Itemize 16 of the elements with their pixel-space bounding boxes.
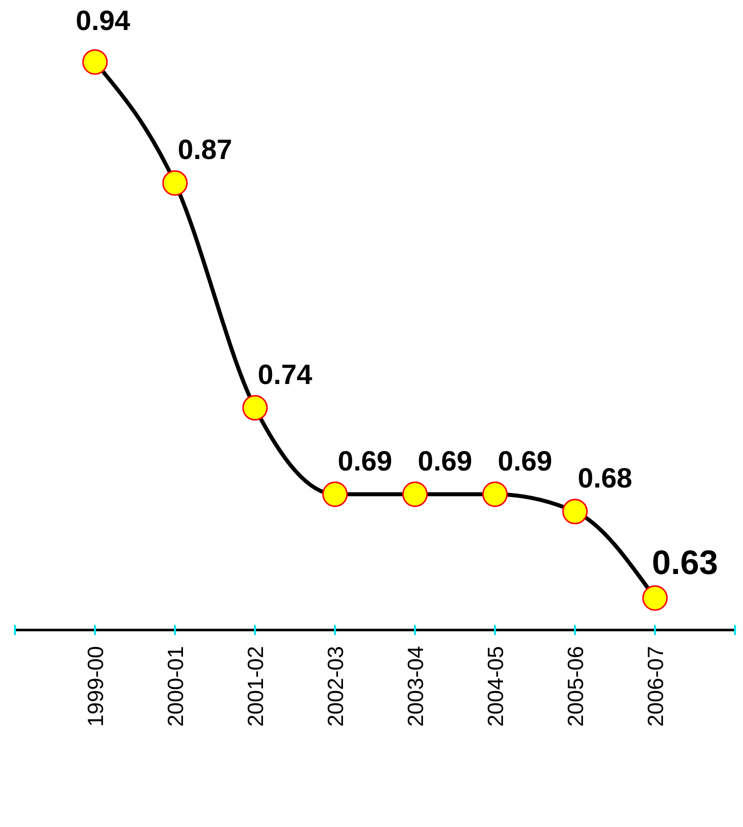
- data-label: 0.63: [652, 544, 718, 582]
- x-tick-label: 2002-03: [323, 646, 348, 727]
- x-tick-label: 2001-02: [243, 646, 268, 727]
- x-tick-label: 2000-01: [163, 646, 188, 727]
- x-tick-label: 2006-07: [643, 646, 668, 727]
- data-label: 0.69: [498, 445, 552, 476]
- data-label: 0.69: [418, 445, 472, 476]
- x-tick-label: 1999-00: [83, 646, 108, 727]
- x-tick-label: 2003-04: [403, 646, 428, 727]
- x-tick-label: 2005-06: [563, 646, 588, 727]
- x-tick-label: 2004-05: [483, 646, 508, 727]
- data-label: 0.74: [258, 358, 313, 390]
- data-label: 0.94: [76, 5, 131, 36]
- data-label: 0.69: [338, 445, 392, 476]
- data-label: 0.87: [178, 134, 232, 166]
- data-label: 0.68: [578, 462, 632, 494]
